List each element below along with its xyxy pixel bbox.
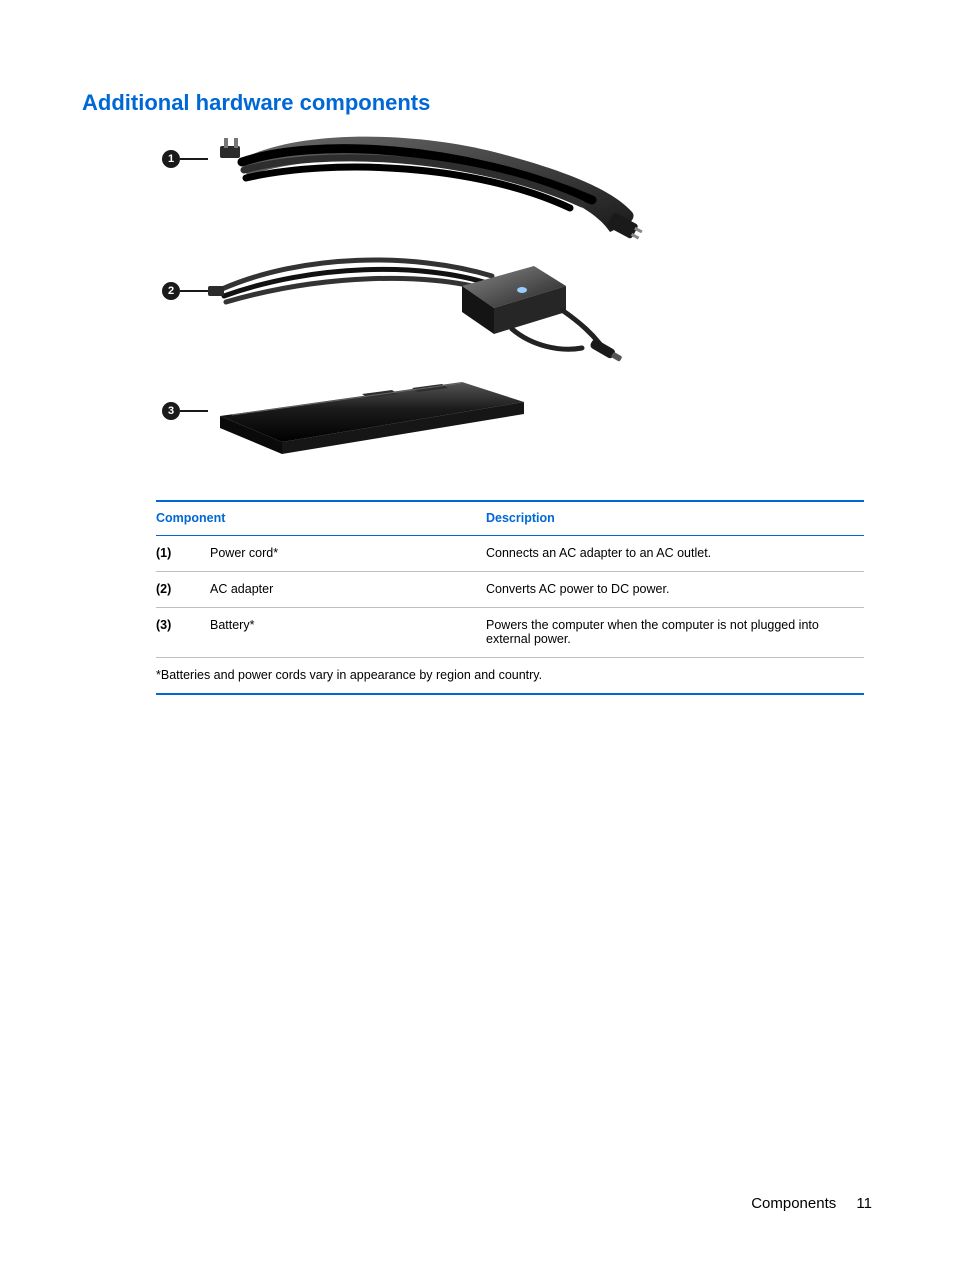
row-component: Power cord*	[210, 536, 486, 572]
row-description: Powers the computer when the computer is…	[486, 608, 864, 658]
page-footer: Components 11	[751, 1195, 872, 1212]
table-row: (2) AC adapter Converts AC power to DC p…	[156, 572, 864, 608]
row-description: Converts AC power to DC power.	[486, 572, 864, 608]
row-index: (1)	[156, 536, 210, 572]
table-footnote-row: *Batteries and power cords vary in appea…	[156, 658, 864, 695]
row-component: AC adapter	[210, 572, 486, 608]
col-header-description: Description	[486, 501, 864, 536]
callout-leader	[180, 158, 208, 160]
components-table: Component Description (1) Power cord* Co…	[156, 500, 864, 695]
footer-page-number: 11	[856, 1195, 872, 1212]
table-row: (1) Power cord* Connects an AC adapter t…	[156, 536, 864, 572]
row-index: (3)	[156, 608, 210, 658]
callout-1: 1	[162, 150, 208, 168]
callout-3: 3	[162, 402, 208, 420]
callout-bubble: 2	[162, 282, 180, 300]
callout-2: 2	[162, 282, 208, 300]
callout-bubble: 1	[162, 150, 180, 168]
hardware-diagram: 1 2 3	[162, 134, 647, 458]
row-index: (2)	[156, 572, 210, 608]
footer-section: Components	[751, 1195, 836, 1212]
section-title: Additional hardware components	[82, 90, 872, 116]
table-row: (3) Battery* Powers the computer when th…	[156, 608, 864, 658]
col-header-component: Component	[156, 501, 486, 536]
table-footnote: *Batteries and power cords vary in appea…	[156, 658, 864, 695]
row-component: Battery*	[210, 608, 486, 658]
components-illustration	[162, 134, 647, 458]
row-description: Connects an AC adapter to an AC outlet.	[486, 536, 864, 572]
callout-bubble: 3	[162, 402, 180, 420]
callout-leader	[180, 290, 208, 292]
callout-leader	[180, 410, 208, 412]
table-header-row: Component Description	[156, 501, 864, 536]
